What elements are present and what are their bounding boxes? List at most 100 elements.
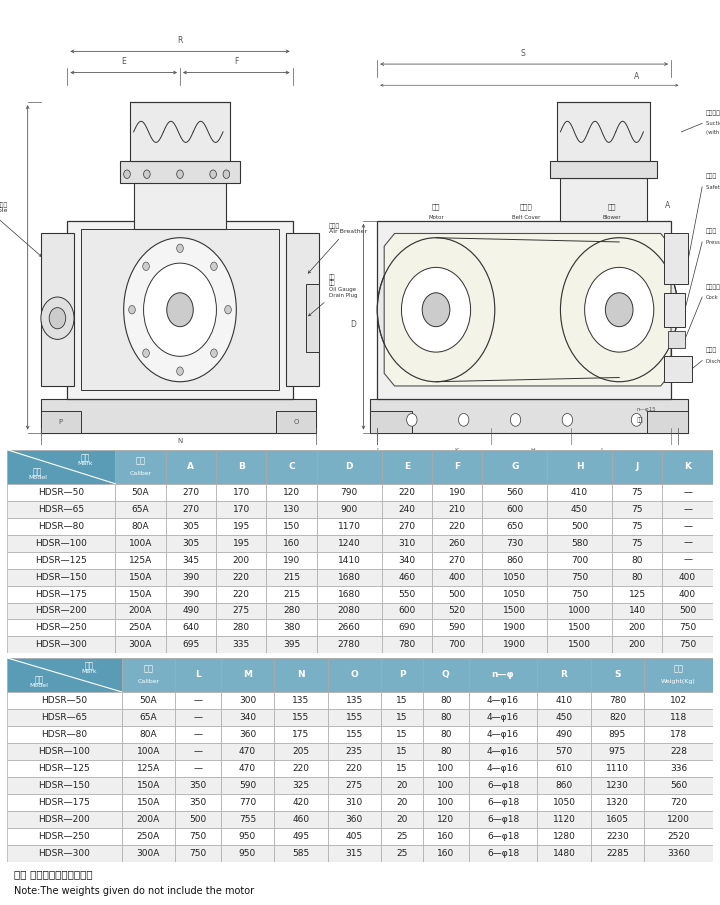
Bar: [266, 619, 317, 636]
Text: 700: 700: [449, 641, 466, 650]
Text: 895: 895: [609, 729, 626, 738]
Text: H: H: [531, 448, 535, 452]
Text: 6—φ18: 6—φ18: [487, 797, 519, 806]
Text: 300: 300: [239, 696, 256, 705]
Text: N: N: [177, 438, 183, 444]
Text: 6—φ18: 6—φ18: [487, 832, 519, 841]
Circle shape: [422, 293, 450, 327]
Bar: [644, 743, 713, 760]
Text: 235: 235: [346, 747, 363, 756]
Text: 2230: 2230: [606, 832, 629, 841]
Bar: [221, 759, 274, 776]
Bar: [216, 500, 266, 518]
Text: 6—φ18: 6—φ18: [487, 814, 519, 824]
Bar: [644, 759, 713, 776]
Text: M: M: [243, 671, 252, 680]
Bar: [612, 450, 662, 483]
Bar: [175, 743, 221, 760]
Circle shape: [585, 267, 654, 352]
Bar: [122, 709, 175, 726]
Bar: [469, 658, 537, 691]
Bar: [274, 776, 328, 794]
Bar: [381, 794, 423, 811]
Bar: [381, 743, 423, 760]
Text: 注： 重量中不包括电机重量: 注： 重量中不包括电机重量: [14, 870, 93, 880]
Text: 275: 275: [233, 606, 250, 615]
Text: 750: 750: [571, 573, 588, 582]
Text: A: A: [665, 201, 670, 210]
Text: 450: 450: [571, 505, 588, 514]
Text: 80: 80: [631, 573, 643, 582]
Text: 1500: 1500: [568, 641, 591, 650]
Text: 20: 20: [396, 781, 408, 790]
Circle shape: [143, 349, 149, 357]
Bar: [274, 794, 328, 811]
Bar: [662, 636, 713, 653]
Text: 275: 275: [346, 781, 363, 790]
Bar: [382, 636, 432, 653]
Circle shape: [585, 267, 654, 352]
Circle shape: [211, 262, 217, 271]
Bar: [221, 726, 274, 743]
Circle shape: [402, 267, 471, 352]
Circle shape: [562, 414, 572, 426]
Text: 550: 550: [398, 589, 415, 598]
Text: 50A: 50A: [132, 488, 149, 497]
Text: 220: 220: [233, 573, 250, 582]
Bar: [667, 331, 685, 348]
Text: Model: Model: [30, 683, 49, 689]
Bar: [216, 483, 266, 500]
Bar: [7, 709, 122, 726]
Bar: [221, 827, 274, 844]
Text: 135: 135: [346, 696, 363, 705]
Text: 315: 315: [346, 849, 363, 858]
Bar: [662, 500, 713, 518]
Bar: [432, 483, 482, 500]
Bar: [547, 518, 612, 535]
Text: 4—φ16: 4—φ16: [487, 747, 519, 756]
Text: C: C: [288, 462, 295, 472]
Text: HDSR—200: HDSR—200: [35, 606, 87, 615]
Text: HDSR—125: HDSR—125: [39, 764, 90, 773]
Text: 250A: 250A: [137, 832, 160, 841]
Text: 80: 80: [440, 713, 451, 722]
Text: 壓力表開關: 壓力表開關: [706, 284, 720, 290]
Bar: [317, 535, 382, 551]
Bar: [274, 811, 328, 827]
Text: HDSR—65: HDSR—65: [41, 713, 87, 722]
Text: 300A: 300A: [137, 849, 160, 858]
Text: N: N: [297, 671, 305, 680]
Text: HDSR—125: HDSR—125: [35, 556, 87, 565]
Text: 220: 220: [292, 764, 310, 773]
Text: 200: 200: [233, 556, 250, 565]
Text: 310: 310: [398, 538, 415, 548]
Text: 350: 350: [189, 781, 207, 790]
Text: 228: 228: [670, 747, 687, 756]
Bar: [612, 535, 662, 551]
Bar: [7, 827, 122, 844]
Bar: [166, 586, 216, 603]
Text: 4—φ16: 4—φ16: [487, 713, 519, 722]
Text: D: D: [346, 462, 353, 472]
Bar: [266, 535, 317, 551]
Text: 孔距: 孔距: [636, 417, 643, 423]
Bar: [382, 586, 432, 603]
Bar: [7, 726, 122, 743]
Bar: [644, 709, 713, 726]
Bar: [166, 500, 216, 518]
Circle shape: [143, 170, 150, 178]
Bar: [423, 794, 469, 811]
Text: 160: 160: [437, 849, 454, 858]
Bar: [547, 636, 612, 653]
Text: —: —: [194, 696, 202, 705]
Bar: [41, 412, 81, 433]
Bar: [317, 603, 382, 619]
Bar: [550, 161, 657, 178]
Text: 450: 450: [556, 713, 572, 722]
Circle shape: [631, 414, 642, 426]
Text: 6—φ18: 6—φ18: [487, 849, 519, 858]
Text: 200A: 200A: [137, 814, 160, 824]
Text: 390: 390: [182, 589, 199, 598]
Bar: [644, 658, 713, 691]
Bar: [216, 586, 266, 603]
